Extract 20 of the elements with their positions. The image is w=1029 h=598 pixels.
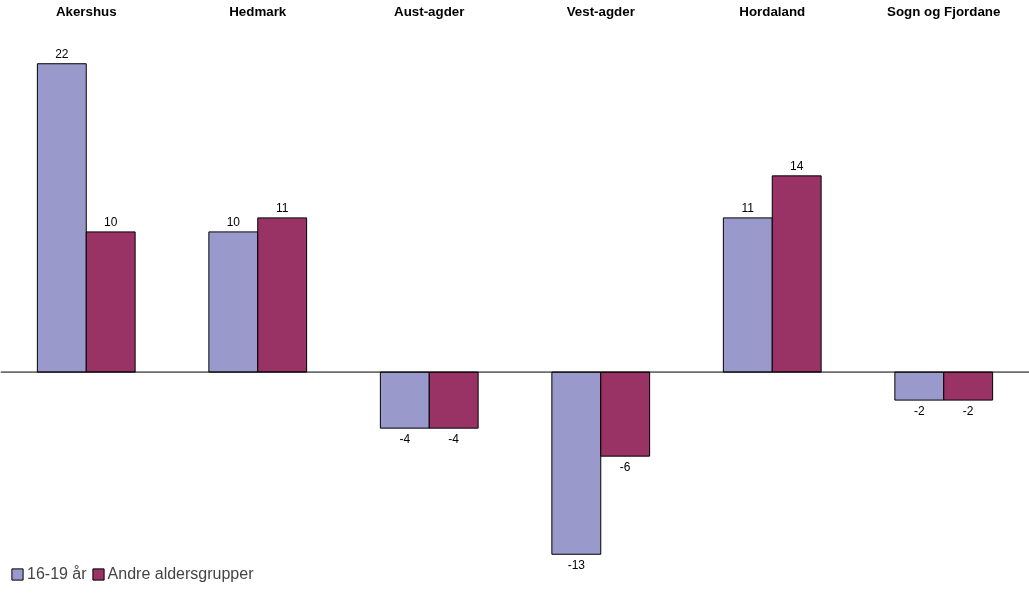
x-tick-label: Aust-agder <box>394 3 465 19</box>
legend-label: 16-19 år <box>27 565 87 583</box>
x-tick-label: Hordaland <box>739 3 806 19</box>
x-tick-label: Hedmark <box>229 3 287 19</box>
x-tick-label: Sogn og Fjordane <box>887 3 1001 19</box>
data-label: -6 <box>619 460 631 475</box>
data-label: 11 <box>275 200 289 215</box>
data-label: 10 <box>104 214 118 229</box>
data-label: 22 <box>55 46 69 61</box>
legend-label: Andre aldersgrupper <box>107 565 254 583</box>
data-label: -2 <box>962 404 974 419</box>
data-label: -2 <box>913 404 925 419</box>
data-label: 10 <box>226 214 241 229</box>
data-label: -4 <box>399 432 411 447</box>
x-tick-label: Vest-agder <box>566 3 635 19</box>
data-label: -4 <box>448 432 460 447</box>
data-label: -13 <box>567 558 586 573</box>
data-label: 14 <box>790 158 804 173</box>
data-label: 11 <box>741 200 755 215</box>
x-tick-label: Akershus <box>55 3 117 19</box>
